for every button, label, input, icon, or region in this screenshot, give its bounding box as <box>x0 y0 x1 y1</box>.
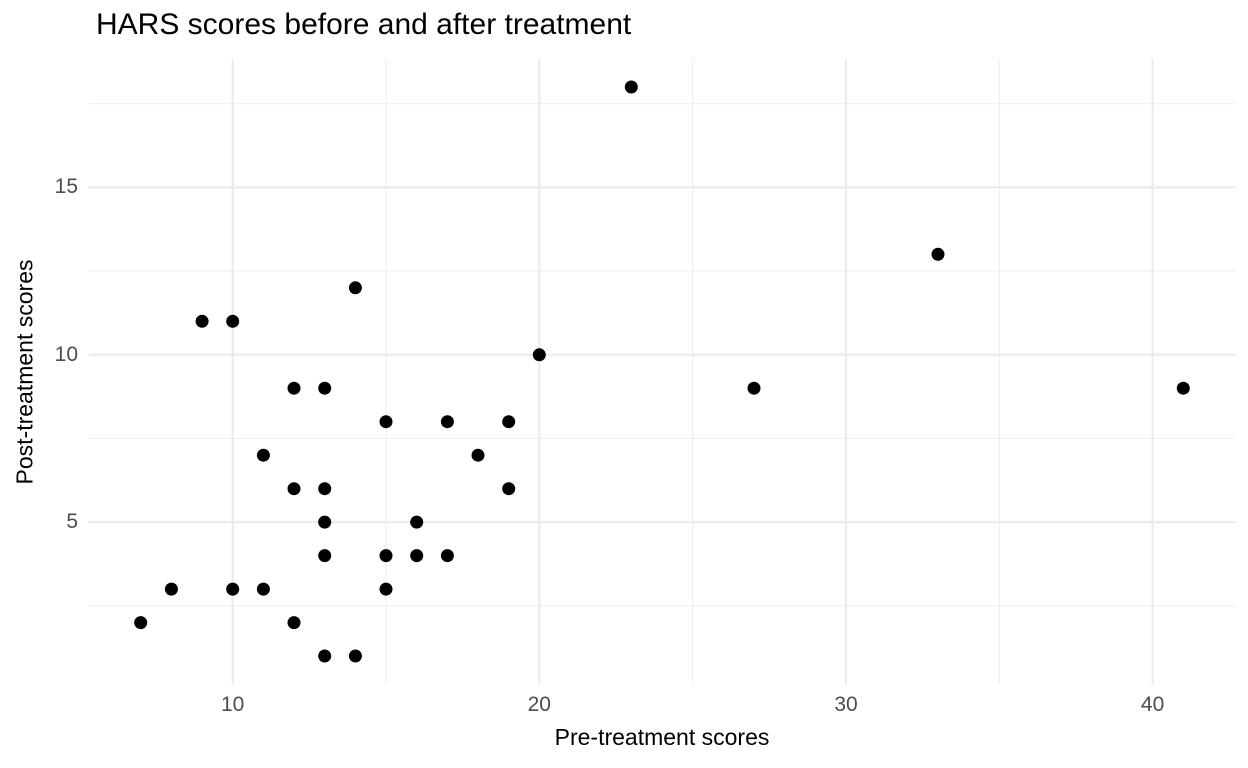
x-tick-label: 10 <box>221 693 245 716</box>
data-point <box>256 448 270 462</box>
data-point <box>502 415 516 429</box>
data-point <box>440 549 454 563</box>
x-tick-label: 40 <box>1140 693 1165 716</box>
data-point <box>287 616 301 630</box>
x-axis-title: Pre-treatment scores <box>554 724 770 750</box>
data-point <box>471 448 485 462</box>
data-point <box>379 549 393 563</box>
y-tick-label: 15 <box>54 175 78 199</box>
data-point <box>532 348 546 362</box>
data-point <box>226 582 240 596</box>
data-point <box>318 482 332 496</box>
data-point <box>624 80 638 94</box>
data-point <box>318 515 332 529</box>
data-point <box>318 649 332 663</box>
data-point <box>348 649 362 663</box>
data-point <box>1176 381 1190 395</box>
data-point <box>379 415 393 429</box>
data-point <box>502 482 516 496</box>
data-point <box>287 381 301 395</box>
y-tick-label: 10 <box>54 342 78 366</box>
data-point <box>318 381 332 395</box>
data-point <box>410 515 424 529</box>
data-point <box>379 582 393 596</box>
x-tick-label: 30 <box>834 693 858 716</box>
plot-title: HARS scores before and after treatment <box>96 8 632 41</box>
data-point <box>226 314 240 328</box>
data-point <box>440 415 454 429</box>
data-point <box>348 281 362 295</box>
y-tick-label: 5 <box>66 510 78 534</box>
data-point <box>287 482 301 496</box>
data-point <box>195 314 209 328</box>
data-point <box>134 616 148 630</box>
data-point <box>318 549 332 563</box>
y-axis-title: Post-treatment scores <box>11 259 38 485</box>
x-tick-label: 20 <box>527 693 551 716</box>
data-point <box>410 549 424 563</box>
data-point <box>164 582 178 596</box>
data-point <box>747 381 761 395</box>
data-point <box>931 247 945 261</box>
data-point <box>256 582 270 596</box>
